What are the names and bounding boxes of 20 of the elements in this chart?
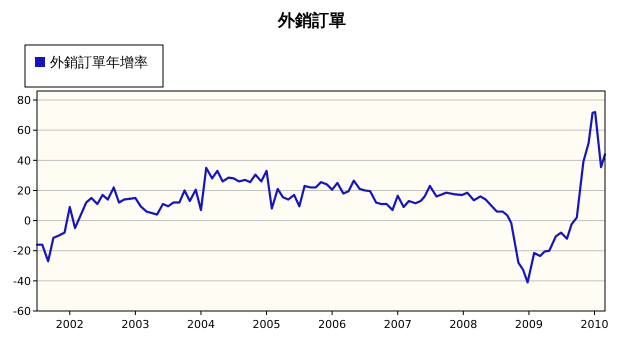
x-tick-label: 2008 xyxy=(449,318,478,331)
x-tick-label: 2002 xyxy=(56,318,84,331)
legend-label: 外銷訂單年增率 xyxy=(50,55,148,71)
chart-title: 外銷訂單 xyxy=(277,11,346,31)
y-tick-label: 40 xyxy=(17,154,31,168)
x-tick-label: 2006 xyxy=(318,318,346,331)
x-tick-label: 2007 xyxy=(384,318,412,331)
y-tick-label: -60 xyxy=(13,305,31,318)
y-tick-label: 20 xyxy=(17,184,31,198)
y-tick-label: 0 xyxy=(24,214,31,228)
y-tick-label: -40 xyxy=(13,274,31,288)
x-tick-label: 2003 xyxy=(121,318,150,331)
y-tick-label: -20 xyxy=(13,244,31,258)
x-tick-label: 2004 xyxy=(186,318,215,331)
x-tick-label: 2009 xyxy=(514,318,543,331)
y-tick-label: 80 xyxy=(17,94,31,108)
y-tick-label: 60 xyxy=(17,124,31,138)
x-tick-label: 2005 xyxy=(252,318,281,331)
line-series xyxy=(36,111,606,284)
x-tick-label: 2010 xyxy=(580,318,609,331)
